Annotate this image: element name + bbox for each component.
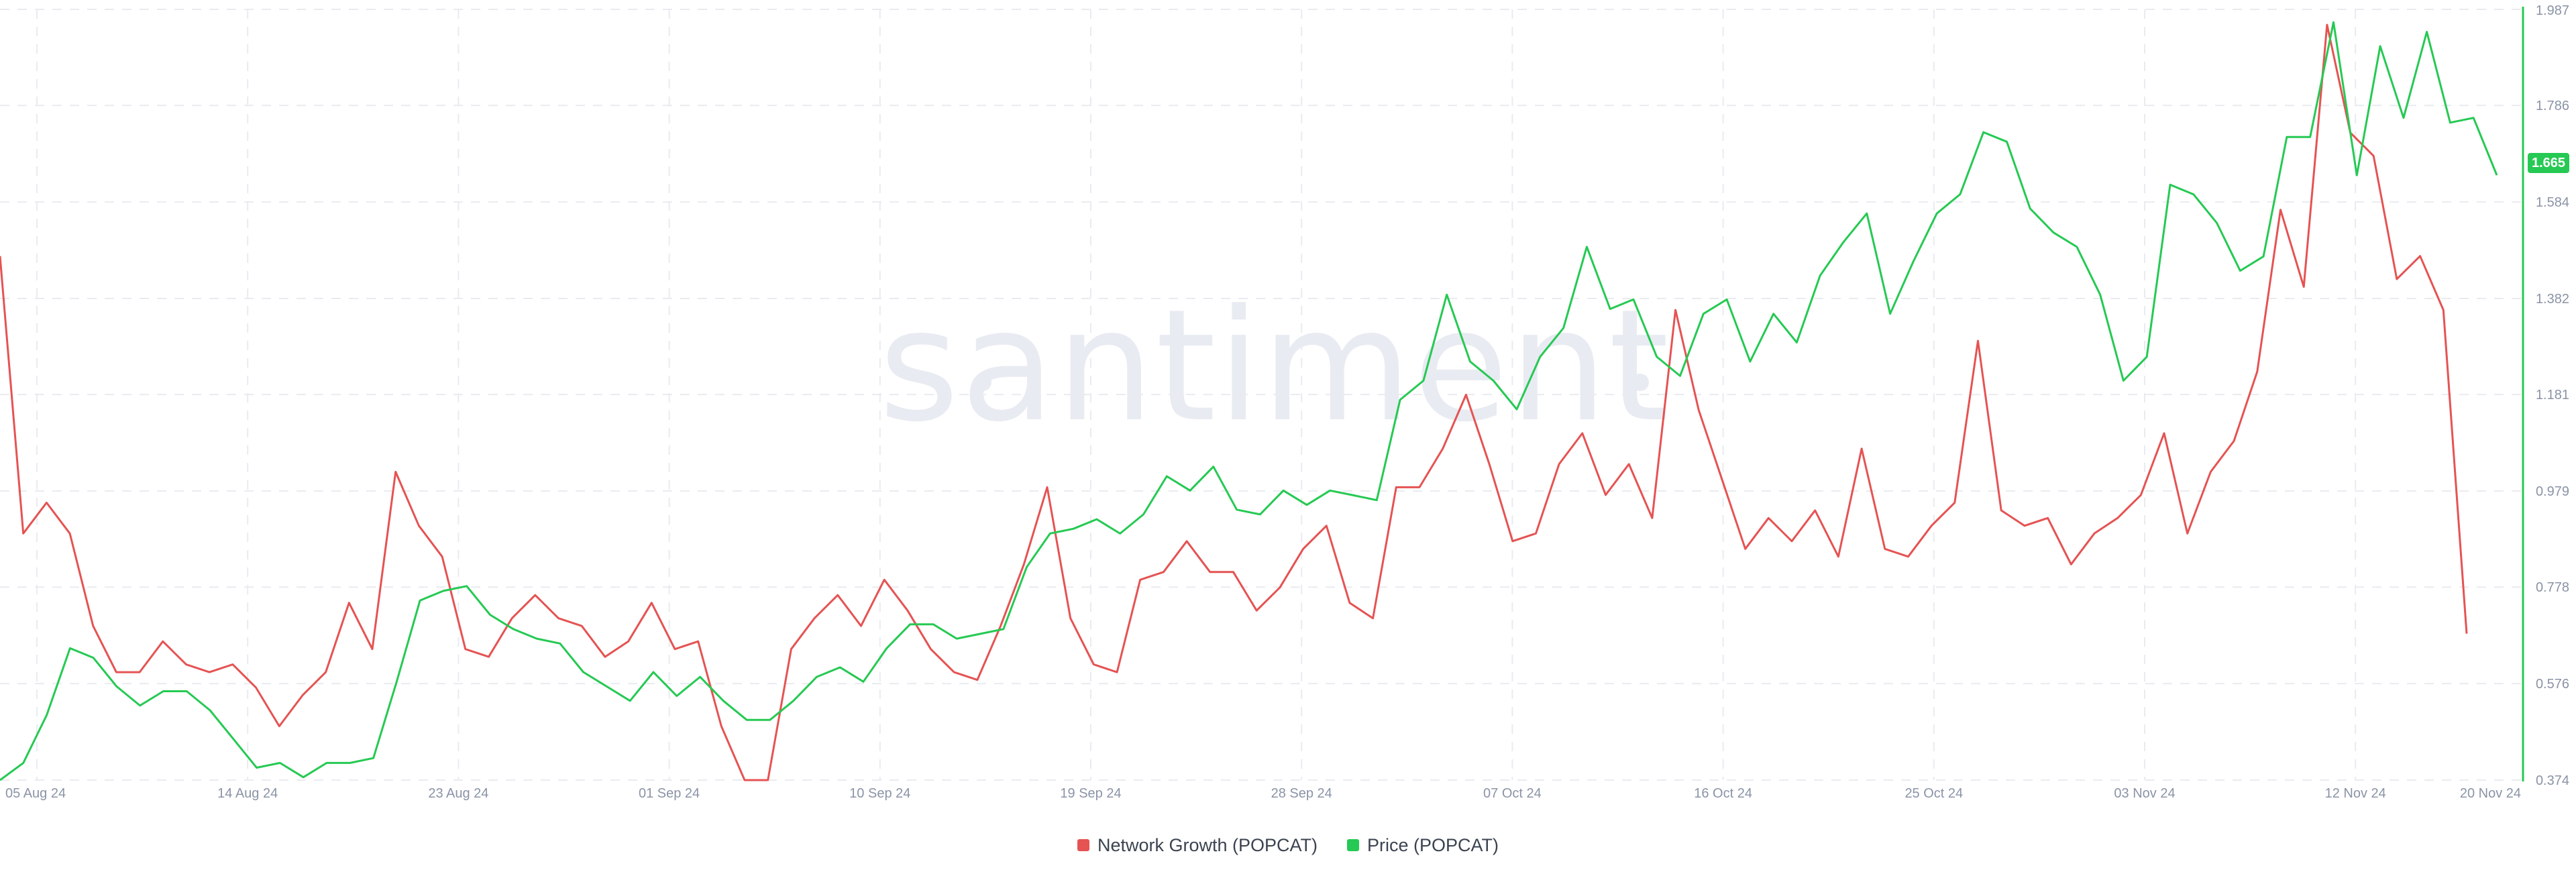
x-tick-label: 23 Aug 24 [428, 786, 488, 801]
y-tick-label: 1.987 [2536, 3, 2569, 18]
y-tick-label: 1.786 [2536, 99, 2569, 113]
legend-label-network-growth: Network Growth (POPCAT) [1097, 834, 1318, 855]
watermark: santiment [879, 277, 1670, 456]
x-tick-label: 07 Oct 24 [1483, 786, 1542, 801]
x-tick-label: 16 Oct 24 [1694, 786, 1752, 801]
x-tick-label: 12 Nov 24 [2325, 786, 2386, 801]
y-tick-label: 0.374 [2536, 773, 2569, 788]
legend: Network Growth (POPCAT) Price (POPCAT) [0, 833, 2576, 857]
watermark-dot-right [1631, 374, 1649, 391]
current-price-badge: 1.665 [2528, 153, 2569, 173]
x-tick-label: 20 Nov 24 [2460, 786, 2521, 801]
y-tick-label: 0.778 [2536, 580, 2569, 595]
legend-swatch-network-growth [1077, 839, 1089, 851]
series-line-network-growth [0, 23, 2468, 781]
series-layer [0, 21, 2498, 781]
x-tick-label: 05 Aug 24 [5, 786, 66, 801]
y-tick-label: 0.979 [2536, 484, 2569, 499]
y-axis-labels: 1.987 1.786 1.584 1.382 1.181 0.979 0.778 0.576… [2536, 3, 2569, 788]
x-tick-label: 19 Sep 24 [1060, 786, 1121, 801]
y-tick-label: 1.382 [2536, 292, 2569, 307]
x-tick-label: 10 Sep 24 [849, 786, 910, 801]
legend-swatch-price [1347, 839, 1360, 851]
watermark-dot-left [974, 374, 991, 391]
current-price-value: 1.665 [2531, 155, 2566, 170]
legend-label-price: Price (POPCAT) [1367, 834, 1499, 855]
y-tick-label: 1.181 [2536, 388, 2569, 402]
series-line-price [0, 21, 2498, 781]
grid-lines [0, 9, 2523, 781]
x-tick-label: 25 Oct 24 [1904, 786, 1963, 801]
x-tick-label: 01 Sep 24 [639, 786, 700, 801]
y-tick-label: 0.576 [2536, 677, 2569, 692]
x-axis-labels: 05 Aug 24 14 Aug 24 23 Aug 24 01 Sep 24 10 S… [5, 786, 2521, 801]
legend-item-network-growth[interactable]: Network Growth (POPCAT) [1077, 835, 1318, 856]
x-tick-label: 14 Aug 24 [217, 786, 278, 801]
x-tick-label: 28 Sep 24 [1271, 786, 1332, 801]
y-tick-label: 1.584 [2536, 195, 2569, 210]
x-tick-label: 03 Nov 24 [2114, 786, 2175, 801]
legend-item-price[interactable]: Price (POPCAT) [1347, 835, 1499, 856]
